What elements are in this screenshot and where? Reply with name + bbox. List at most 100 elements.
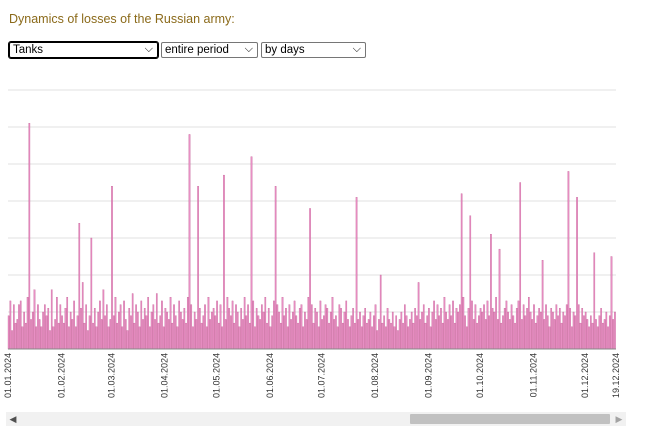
bar bbox=[297, 322, 299, 350]
bar bbox=[69, 311, 72, 350]
bar bbox=[169, 297, 172, 350]
bar bbox=[534, 322, 537, 350]
bar bbox=[85, 304, 87, 350]
bar bbox=[152, 304, 155, 350]
scroll-left-arrow-icon[interactable]: ◀ bbox=[9, 414, 17, 424]
bar bbox=[386, 308, 389, 350]
bar bbox=[104, 315, 106, 350]
bar bbox=[584, 311, 587, 350]
bar bbox=[204, 304, 206, 350]
bar bbox=[238, 326, 241, 350]
bar bbox=[431, 311, 434, 350]
bar bbox=[25, 322, 27, 350]
bar bbox=[574, 315, 577, 350]
bar bbox=[259, 319, 261, 350]
bar bbox=[341, 322, 344, 350]
bar bbox=[434, 319, 437, 350]
bar bbox=[242, 319, 244, 350]
bar bbox=[245, 315, 248, 350]
bar bbox=[374, 304, 377, 350]
bar bbox=[448, 304, 451, 350]
bar bbox=[497, 319, 499, 350]
bar bbox=[352, 308, 354, 350]
bar bbox=[267, 308, 270, 350]
bar bbox=[266, 322, 268, 350]
bar bbox=[255, 308, 258, 350]
bar bbox=[524, 315, 527, 350]
bar bbox=[366, 322, 368, 350]
bar bbox=[359, 311, 361, 350]
bar bbox=[514, 322, 516, 350]
scroll-right-arrow-icon[interactable]: ▶ bbox=[615, 414, 623, 424]
bar bbox=[419, 319, 422, 350]
scrollbar-thumb[interactable] bbox=[410, 414, 610, 424]
bar bbox=[183, 308, 186, 350]
bar bbox=[109, 319, 112, 350]
bar bbox=[288, 304, 291, 350]
bar bbox=[550, 308, 553, 350]
bar bbox=[378, 319, 380, 350]
bar bbox=[502, 315, 504, 350]
bar bbox=[488, 315, 491, 350]
bar bbox=[73, 300, 75, 350]
bar bbox=[586, 319, 589, 350]
bar bbox=[131, 293, 134, 350]
losses-bar-chart: 01.01.2024 01.02.2024 01.03.2024 01.04.2024… bbox=[3, 89, 621, 398]
bar bbox=[560, 322, 563, 350]
bar bbox=[290, 319, 292, 350]
bar bbox=[453, 322, 456, 350]
bar bbox=[278, 311, 280, 350]
x-tick-label: 01.01.2024 bbox=[3, 353, 13, 398]
bar bbox=[464, 315, 466, 350]
bar bbox=[231, 300, 234, 350]
bar bbox=[362, 315, 365, 350]
bar bbox=[422, 304, 425, 350]
bar bbox=[607, 326, 609, 350]
bar bbox=[397, 330, 399, 350]
bar bbox=[385, 326, 387, 350]
horizontal-scrollbar[interactable]: ◀ ▶ bbox=[6, 412, 626, 426]
bar bbox=[276, 304, 279, 350]
bar bbox=[579, 322, 582, 350]
bar bbox=[236, 311, 239, 350]
bar bbox=[76, 315, 79, 350]
bar bbox=[214, 315, 217, 350]
bar bbox=[360, 326, 363, 350]
bar bbox=[271, 315, 273, 350]
bar bbox=[180, 311, 182, 350]
bar bbox=[603, 319, 606, 350]
bar bbox=[403, 304, 406, 350]
bar bbox=[223, 174, 225, 350]
period-select[interactable]: entire period ⌵ bbox=[161, 42, 258, 58]
bar bbox=[102, 289, 105, 350]
bar bbox=[379, 274, 382, 350]
period-select-value: entire period bbox=[165, 44, 229, 56]
bar bbox=[591, 322, 594, 350]
bar bbox=[195, 319, 198, 350]
bar bbox=[42, 311, 44, 350]
bar bbox=[13, 304, 15, 350]
granularity-select[interactable]: by days ⌵ bbox=[261, 42, 366, 58]
bar bbox=[457, 311, 460, 350]
bar bbox=[300, 304, 303, 350]
bar bbox=[248, 322, 251, 350]
bar bbox=[481, 311, 484, 350]
bar bbox=[414, 308, 416, 350]
bar bbox=[285, 308, 287, 350]
bar bbox=[233, 322, 236, 350]
bar bbox=[577, 304, 580, 350]
bar bbox=[274, 186, 277, 350]
bar bbox=[436, 304, 439, 350]
bar bbox=[572, 311, 575, 350]
bar bbox=[590, 315, 592, 350]
bar bbox=[133, 322, 136, 350]
bar bbox=[164, 308, 167, 350]
bar bbox=[166, 311, 168, 350]
category-select[interactable]: Tanks ⌵ bbox=[8, 41, 159, 59]
bar bbox=[612, 319, 615, 350]
bar bbox=[178, 300, 180, 350]
bar bbox=[305, 319, 308, 350]
bar bbox=[519, 182, 522, 350]
bar bbox=[581, 308, 584, 350]
bar bbox=[595, 319, 597, 350]
